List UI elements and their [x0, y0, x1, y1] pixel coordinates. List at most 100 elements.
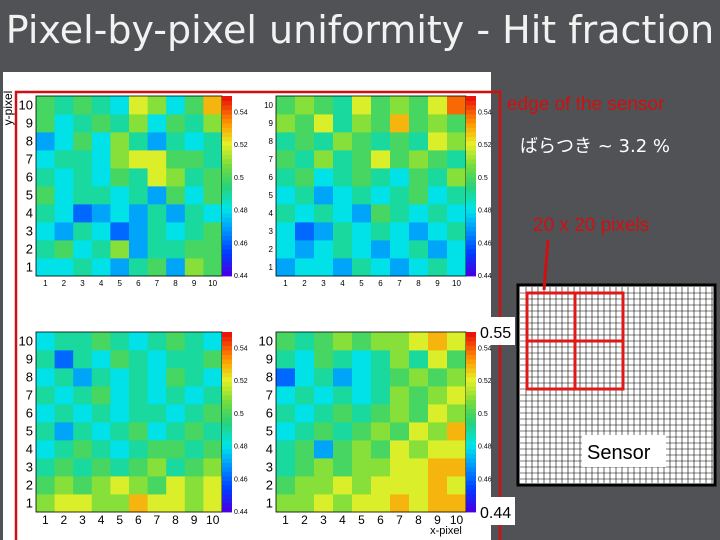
heatmap-cell	[91, 168, 111, 187]
heatmap-cell	[390, 204, 410, 223]
colorbar-segment	[466, 453, 476, 459]
sensor-label-box	[582, 435, 666, 467]
heatmap-cell	[276, 350, 296, 369]
heatmap-cell	[352, 168, 372, 187]
heatmap-cell	[295, 150, 315, 169]
x-tick-label: 4	[98, 513, 105, 527]
heatmap-cell	[390, 476, 410, 495]
heatmap-cell	[36, 96, 55, 115]
heatmap-cell	[36, 350, 55, 369]
heatmap-cell	[371, 422, 391, 441]
colorbar-segment	[222, 231, 232, 236]
colorbar-segment	[222, 123, 232, 128]
x-tick-label: 10	[206, 513, 220, 527]
colorbar-segment	[222, 240, 232, 245]
heatmap-cell	[333, 96, 353, 115]
heatmap-cell	[203, 168, 223, 187]
heatmap-cell	[129, 476, 148, 495]
heatmap-cell	[276, 476, 296, 495]
colorbar-segment	[222, 181, 232, 187]
heatmap-cell	[390, 258, 410, 277]
heatmap-cell	[184, 386, 204, 405]
slide-title: Pixel-by-pixel uniformity - Hit fraction	[5, 8, 715, 52]
heatmap-cell	[447, 386, 467, 405]
heatmap-cell	[447, 440, 467, 459]
colorbar-segment	[466, 258, 476, 263]
heatmap-cell	[276, 458, 296, 477]
heatmap-cell	[409, 168, 429, 187]
colorbar-segment	[222, 208, 232, 214]
colorbar-segment	[222, 332, 232, 337]
heatmap-cell	[110, 368, 130, 387]
heatmap-cell	[352, 386, 372, 405]
heatmap-cell	[409, 96, 429, 115]
heatmap-cell	[36, 132, 55, 151]
x-tick-label: 10	[450, 513, 464, 527]
heatmap-cell	[147, 458, 167, 477]
y-tick-label: 1	[26, 496, 33, 511]
heatmap-cell	[91, 240, 111, 259]
heatmap-cell	[91, 368, 111, 387]
heatmap-cell	[110, 458, 130, 477]
x-tick-label: 4	[99, 279, 104, 288]
colorbar-segment	[222, 426, 232, 432]
heatmap-cell	[276, 186, 296, 205]
colorbar-segment	[466, 244, 476, 250]
heatmap-cell	[333, 240, 353, 259]
colorbar-segment	[466, 96, 476, 101]
heatmap-cell	[110, 350, 130, 369]
colorbar-segment	[466, 132, 476, 137]
heatmap-cell	[371, 132, 391, 151]
sensor-label: Sensor	[587, 442, 651, 464]
colorbar-segment	[222, 172, 232, 178]
heatmap-cell	[295, 404, 315, 423]
heatmap-cell	[73, 150, 93, 169]
heatmap-cell	[314, 150, 334, 169]
heatmap-cell	[166, 222, 186, 241]
heatmap-cell	[73, 422, 93, 441]
heatmap-cell	[73, 404, 93, 423]
heatmap-cell	[184, 114, 204, 133]
colorbar-segment	[466, 471, 476, 477]
colorbar-segment	[466, 494, 476, 499]
colorbar-segment	[222, 408, 232, 414]
heatmap-cell	[409, 458, 429, 477]
heatmap-cell	[110, 404, 130, 423]
y-tick-label: 4	[269, 209, 274, 218]
colorbar-segment	[466, 114, 476, 119]
heatmap-cell	[333, 386, 353, 405]
heatmap-cell	[428, 350, 448, 369]
heatmap-cell	[147, 350, 167, 369]
heatmap-cell	[129, 204, 148, 223]
heatmap-cell	[314, 368, 334, 387]
heatmap-cell	[36, 222, 55, 241]
colorbar-segment	[466, 332, 476, 337]
heatmap-cell	[147, 186, 167, 205]
colorbar-segment	[222, 96, 232, 101]
heatmap-cell	[203, 458, 223, 477]
colorbar-tick-label: 0.48	[478, 208, 492, 215]
heatmap-cell	[409, 368, 429, 387]
heatmap-cell	[73, 132, 93, 151]
y-tick-label: 2	[269, 245, 274, 254]
x-tick-label: 6	[378, 279, 383, 288]
colorbar-segment	[466, 159, 476, 164]
colorbar-segment	[466, 503, 476, 508]
heatmap-cell	[203, 204, 223, 223]
colorbar-segment	[466, 154, 476, 160]
colorbar-segment	[466, 377, 476, 382]
colorbar-segment	[466, 204, 476, 209]
heatmap-cell	[390, 186, 410, 205]
heatmap-cell	[409, 440, 429, 459]
heatmap-cell	[203, 132, 223, 151]
colorbar-segment	[222, 244, 232, 250]
x-tick-label: 5	[359, 279, 364, 288]
heatmap-cell	[184, 440, 204, 459]
y-tick-label: 3	[266, 460, 273, 475]
colorbar-segment	[222, 345, 232, 351]
heatmap-cell	[295, 458, 315, 477]
x-tick-label: 7	[396, 513, 403, 527]
heatmap-cell	[409, 422, 429, 441]
heatmap-cell	[129, 404, 148, 423]
heatmap-cell	[371, 494, 391, 513]
